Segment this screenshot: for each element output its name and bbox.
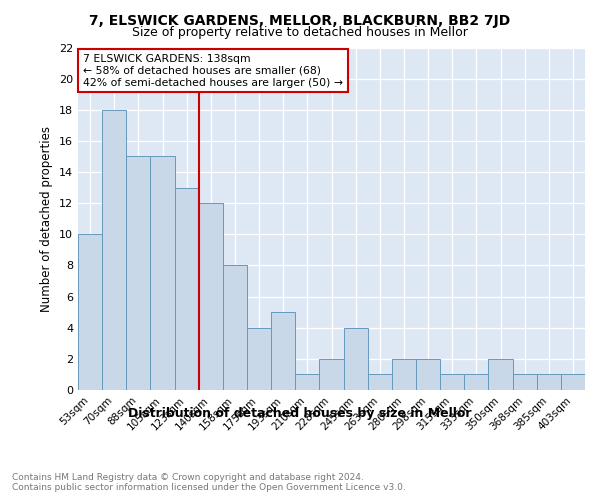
Bar [392,359,416,390]
Bar [247,328,271,390]
Text: Contains HM Land Registry data © Crown copyright and database right 2024.
Contai: Contains HM Land Registry data © Crown c… [12,472,406,492]
Bar [416,359,440,390]
Bar [126,156,151,390]
Bar [102,110,126,390]
Bar [440,374,464,390]
Bar [512,374,537,390]
Text: 7, ELSWICK GARDENS, MELLOR, BLACKBURN, BB2 7JD: 7, ELSWICK GARDENS, MELLOR, BLACKBURN, B… [89,14,511,28]
Text: Size of property relative to detached houses in Mellor: Size of property relative to detached ho… [132,26,468,39]
Bar [223,266,247,390]
Bar [319,359,344,390]
Bar [199,203,223,390]
Bar [488,359,512,390]
Y-axis label: Number of detached properties: Number of detached properties [40,126,53,312]
Bar [368,374,392,390]
Bar [464,374,488,390]
Bar [151,156,175,390]
Bar [271,312,295,390]
Bar [344,328,368,390]
Text: Distribution of detached houses by size in Mellor: Distribution of detached houses by size … [128,408,472,420]
Bar [561,374,585,390]
Text: 7 ELSWICK GARDENS: 138sqm
← 58% of detached houses are smaller (68)
42% of semi-: 7 ELSWICK GARDENS: 138sqm ← 58% of detac… [83,54,343,88]
Bar [175,188,199,390]
Bar [295,374,319,390]
Bar [78,234,102,390]
Bar [537,374,561,390]
